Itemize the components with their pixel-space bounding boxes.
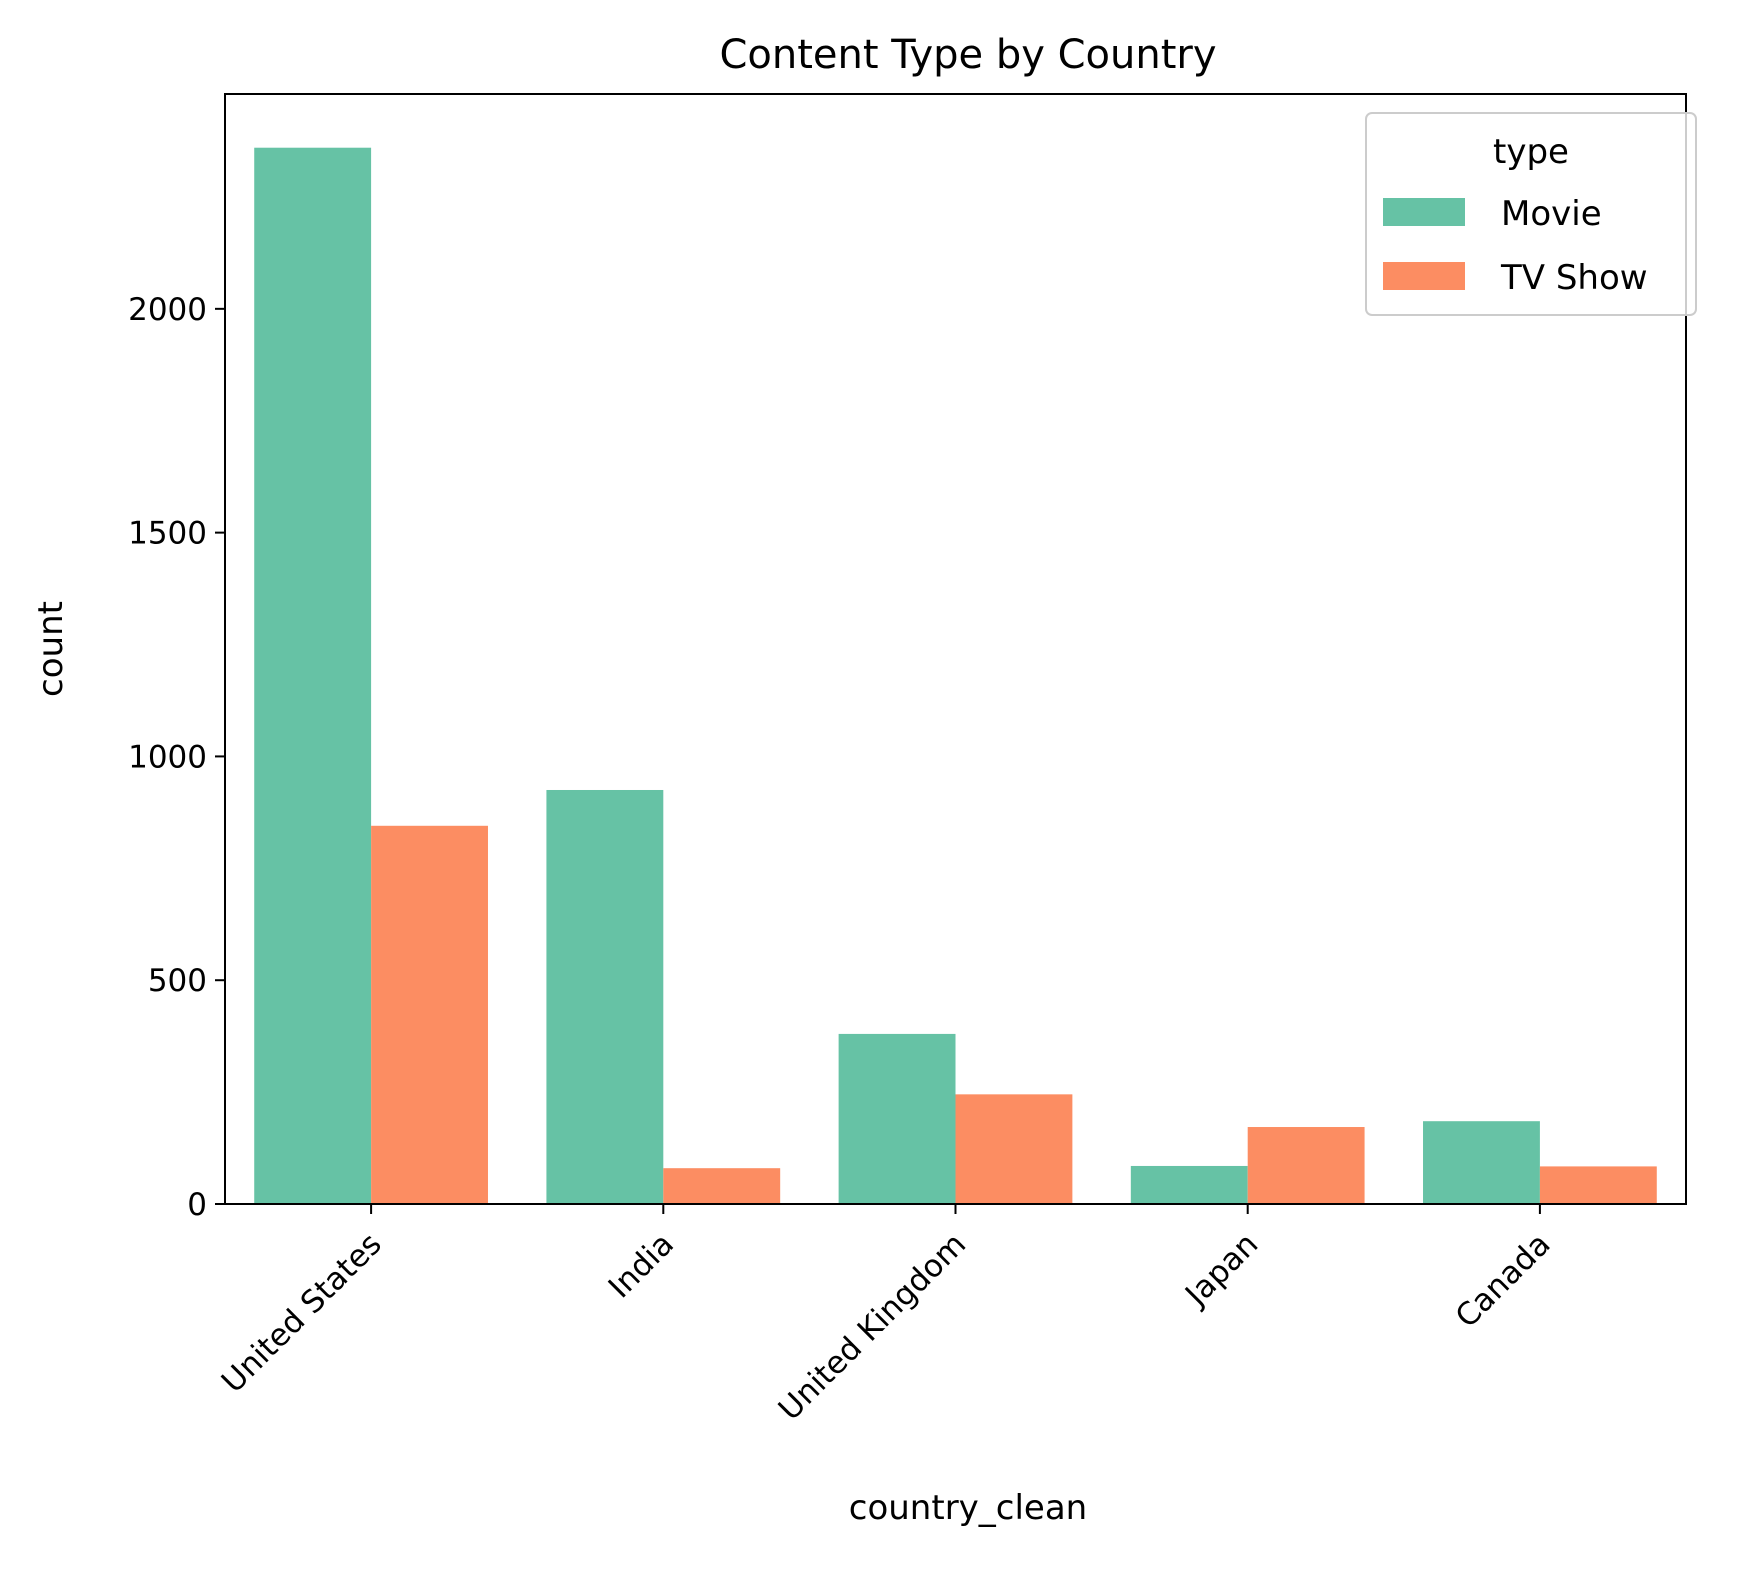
bar-tv-show-united-states [371, 825, 488, 1204]
bar-movie-united-kingdom [838, 1033, 956, 1204]
legend-label-movie: Movie [1501, 194, 1602, 234]
y-tick-label: 2000 [128, 292, 207, 328]
legend-swatch-movie [1383, 198, 1465, 226]
x-tick-label-japan: Japan [1177, 1226, 1265, 1314]
y-tick-label: 1000 [128, 739, 207, 775]
bar-movie-japan [1130, 1165, 1248, 1204]
y-axis: 0 500 1000 1500 2000 [128, 292, 225, 1223]
x-tick-label-india: India [602, 1226, 681, 1305]
x-axis: United States India United Kingdom Japan Can… [215, 1204, 1558, 1428]
y-tick-label: 0 [187, 1187, 207, 1223]
x-axis-label: country_clean [849, 1488, 1087, 1528]
chart-title: Content Type by Country [719, 32, 1216, 78]
x-tick-label-united-states: United States [215, 1226, 389, 1400]
bar-movie-united-states [254, 147, 372, 1205]
bar-tv-show-canada [1539, 1166, 1657, 1204]
x-tick-label-canada: Canada [1449, 1226, 1558, 1335]
bars-group [254, 147, 1657, 1205]
legend-swatch-tv-show [1383, 262, 1465, 290]
y-tick-label: 500 [148, 963, 207, 999]
legend-label-tv-show: TV Show [1500, 258, 1648, 298]
bar-tv-show-japan [1247, 1127, 1365, 1204]
bar-movie-canada [1423, 1121, 1540, 1204]
legend: type Movie TV Show [1365, 112, 1697, 316]
legend-title: type [1493, 132, 1569, 172]
bar-tv-show-india [663, 1168, 781, 1204]
y-tick-label: 1500 [128, 516, 207, 552]
bar-tv-show-united-kingdom [955, 1094, 1073, 1204]
y-axis-label: count [31, 601, 71, 697]
bar-movie-india [546, 789, 664, 1204]
x-tick-label-united-kingdom: United Kingdom [772, 1226, 973, 1427]
